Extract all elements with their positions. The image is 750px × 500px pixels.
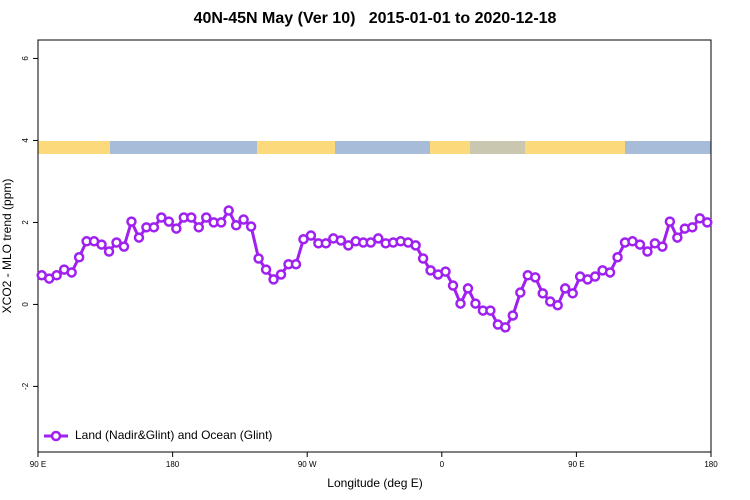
data-point — [223, 205, 234, 216]
data-point — [320, 238, 332, 249]
data-point — [268, 274, 279, 285]
y-axis-label: XCO2 - MLO trend (ppm) — [0, 179, 14, 314]
x-tick-label: 180 — [166, 460, 180, 469]
chart-title: 40N-45N May (Ver 10) 2015-01-01 to 2020-… — [194, 10, 557, 27]
data-point — [260, 264, 272, 275]
data-point — [290, 258, 302, 270]
data-point — [305, 230, 317, 241]
data-point — [126, 216, 137, 227]
data-point — [552, 299, 563, 311]
data-point — [657, 241, 668, 252]
data-point — [365, 237, 377, 248]
x-tick-label: 90 E — [568, 460, 584, 469]
legend-label: Land (Nadir&Glint) and Ocean (Glint) — [75, 428, 272, 442]
ocean-segment — [110, 141, 257, 154]
data-point — [238, 214, 249, 225]
data-point — [245, 221, 257, 232]
data-point — [485, 305, 496, 316]
surface-strip — [38, 141, 711, 154]
land-segment — [525, 141, 625, 154]
data-point — [193, 222, 205, 233]
data-point — [634, 239, 646, 250]
y-tick-label: 2 — [21, 220, 30, 225]
data-point — [694, 213, 706, 224]
ocean-segment — [335, 141, 430, 154]
data-point — [335, 235, 347, 246]
data-point — [604, 267, 616, 278]
ocean-segment — [625, 141, 711, 154]
data-point — [537, 288, 548, 299]
y-tick-label: 6 — [21, 56, 30, 61]
legend-marker — [50, 430, 62, 442]
x-tick-label: 180 — [704, 460, 718, 469]
x-tick-label: 90 E — [30, 460, 46, 469]
data-point — [343, 240, 354, 251]
x-tick-label: 0 — [440, 460, 445, 469]
land-segment — [257, 141, 335, 154]
y-tick-label: -2 — [21, 382, 30, 390]
data-point — [148, 222, 160, 233]
data-point — [111, 237, 122, 248]
data-point — [230, 220, 242, 231]
data-point — [687, 222, 698, 233]
data-point — [702, 217, 713, 228]
data-point — [507, 310, 519, 321]
legend: Land (Nadir&Glint) and Ocean (Glint) — [44, 428, 272, 442]
data-point — [96, 239, 107, 250]
data-point — [589, 271, 601, 282]
data-point — [559, 283, 571, 294]
data-point — [66, 267, 77, 278]
data-point — [612, 252, 623, 263]
data-point — [156, 212, 167, 223]
data-point — [567, 288, 578, 299]
data-point — [530, 272, 541, 283]
data-point — [253, 253, 264, 264]
data-point — [118, 241, 130, 252]
data-point — [440, 266, 451, 277]
data-point — [410, 240, 421, 251]
x-tick-label: 90 W — [298, 460, 317, 469]
data-point — [664, 216, 676, 227]
data-point — [455, 298, 466, 309]
plot-frame — [37, 39, 712, 453]
data-point — [642, 246, 653, 257]
land-segment — [430, 141, 470, 154]
data-point — [417, 253, 429, 264]
data-point — [447, 280, 459, 291]
y-tick-label: 4 — [21, 138, 30, 143]
x-axis-label: Longitude (deg E) — [327, 476, 422, 490]
data-point — [672, 232, 683, 243]
data-point — [425, 265, 436, 276]
data-point — [73, 252, 85, 263]
data-point — [462, 283, 474, 294]
data-point — [51, 270, 62, 281]
data-point — [215, 217, 227, 228]
y-tick-label: 0 — [21, 302, 30, 307]
data-point — [275, 269, 287, 280]
land-segment — [38, 141, 110, 154]
mixed-segment — [470, 141, 525, 154]
data-point — [133, 232, 145, 243]
data-point — [470, 298, 481, 309]
data-point — [515, 287, 526, 298]
data-point — [171, 223, 182, 234]
data-point — [372, 233, 384, 244]
data-point — [500, 322, 511, 333]
data-point — [186, 212, 197, 223]
data-point — [163, 216, 175, 227]
data-point — [103, 246, 115, 257]
data-point — [201, 212, 212, 223]
